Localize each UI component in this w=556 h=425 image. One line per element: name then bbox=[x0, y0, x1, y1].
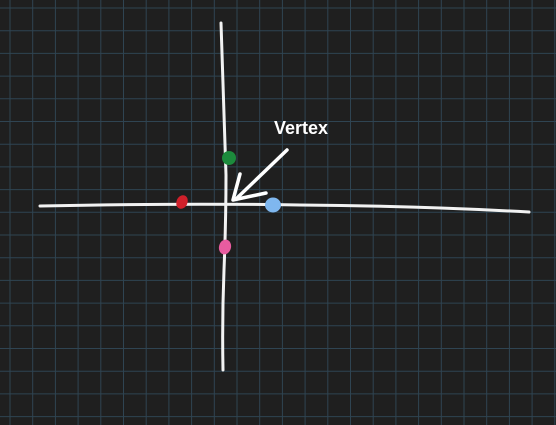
vertex-arrow-shaft bbox=[234, 148, 289, 201]
pink-dot bbox=[218, 239, 232, 255]
vertex-arrow-head bbox=[231, 172, 268, 202]
vertex-label: Vertex bbox=[274, 118, 328, 138]
green-dot bbox=[222, 151, 236, 165]
vertex-arrow bbox=[231, 148, 289, 202]
vertical-axis-line bbox=[219, 21, 228, 372]
red-dot bbox=[176, 195, 188, 209]
horizontal-axis-line bbox=[38, 202, 531, 214]
blue-dot bbox=[265, 197, 281, 213]
